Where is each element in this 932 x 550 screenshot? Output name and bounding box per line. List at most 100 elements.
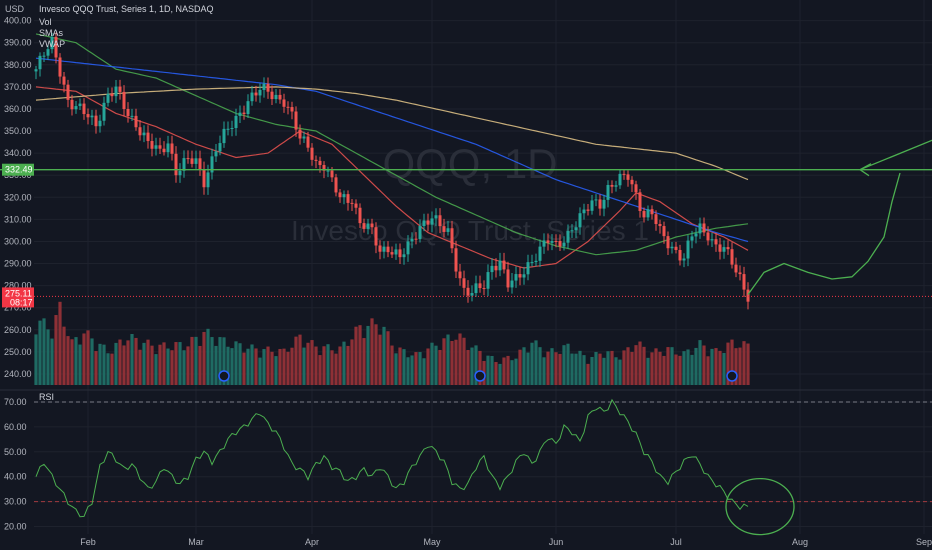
- candle-body: [578, 213, 582, 228]
- volume-bar: [658, 351, 662, 385]
- candle-body: [446, 228, 450, 232]
- volume-bar: [374, 324, 378, 385]
- volume-bar: [534, 340, 538, 385]
- candle-body: [618, 173, 622, 186]
- circle-drawing[interactable]: [725, 477, 795, 536]
- volume-bar: [686, 349, 690, 385]
- candle-body: [422, 220, 426, 227]
- legend-indicator-smas[interactable]: SMAs: [39, 28, 64, 38]
- candle-body: [474, 283, 478, 294]
- volume-bar: [454, 339, 458, 385]
- candle-body: [34, 69, 38, 72]
- candle-body: [294, 111, 298, 130]
- candle-body: [522, 274, 526, 278]
- moving-average-line-1: [35, 33, 749, 256]
- volume-bar: [98, 343, 102, 385]
- candle-body: [38, 55, 42, 70]
- candle-body: [634, 184, 638, 193]
- candle-body: [54, 36, 58, 58]
- volume-bar: [106, 353, 110, 385]
- dividend-event-marker[interactable]: [218, 370, 230, 382]
- projected-path-drawing[interactable]: [747, 172, 901, 295]
- volume-bar: [290, 347, 294, 385]
- volume-bar: [318, 355, 322, 385]
- candle-body: [322, 165, 326, 171]
- volume-bar: [42, 318, 46, 385]
- candle-body: [442, 226, 446, 232]
- volume-bar: [414, 352, 418, 385]
- arrow-head[interactable]: [858, 163, 872, 177]
- volume-bar: [622, 350, 626, 385]
- legend-indicator-vwap[interactable]: VWAP: [39, 39, 65, 49]
- candle-body: [74, 106, 78, 110]
- dividend-event-marker[interactable]: [726, 370, 738, 382]
- candle-body: [390, 252, 394, 255]
- candle-body: [278, 94, 282, 100]
- volume-bar: [690, 354, 694, 385]
- candle-body: [286, 106, 290, 108]
- volume-bar: [398, 347, 402, 385]
- volume-bar: [166, 348, 170, 385]
- resistance-price-label-bg: [2, 163, 34, 176]
- volume-bar: [546, 351, 550, 385]
- volume-bar: [78, 344, 82, 385]
- volume-bar: [718, 350, 722, 385]
- event-markers[interactable]: [218, 370, 738, 382]
- candle-body: [594, 199, 598, 201]
- time-tick-label: Jul: [670, 537, 682, 547]
- legend-indicator-vol[interactable]: Vol: [39, 17, 52, 27]
- candle-body: [162, 148, 166, 153]
- volume-bar: [426, 348, 430, 385]
- volume-bar: [162, 342, 166, 385]
- candle-body: [102, 102, 106, 121]
- candle-body: [190, 158, 194, 164]
- candle-body: [126, 108, 130, 116]
- candle-body: [46, 49, 50, 56]
- price-tick-label: 400.00: [4, 16, 32, 26]
- price-tick-label: 270.00: [4, 303, 32, 313]
- candle-body: [326, 170, 330, 172]
- volume-bar: [142, 342, 146, 385]
- rsi-tick-label: 40.00: [4, 472, 27, 482]
- candle-body: [122, 91, 126, 109]
- arrow-drawing[interactable]: [859, 135, 932, 171]
- rsi-pane: [34, 398, 932, 536]
- candle-body: [194, 158, 198, 164]
- candle-body: [670, 246, 674, 249]
- volume-bar: [138, 349, 142, 385]
- moving-average-line-0: [35, 86, 749, 269]
- user-drawings[interactable]: [747, 135, 932, 295]
- candle-body: [614, 185, 618, 187]
- candle-body: [730, 249, 734, 265]
- candle-body: [50, 36, 54, 50]
- volume-bar: [710, 348, 714, 385]
- candle-body: [646, 209, 650, 218]
- candle-body: [270, 91, 274, 100]
- volume-bar: [606, 351, 610, 385]
- dividend-event-marker[interactable]: [474, 370, 486, 382]
- volume-bar: [466, 350, 470, 385]
- candle-body: [370, 223, 374, 228]
- volume-bar: [370, 318, 374, 385]
- volume-bar: [66, 336, 70, 385]
- countdown-label: 08:17: [10, 297, 33, 307]
- volume-bar: [86, 330, 90, 385]
- volume-bar: [394, 353, 398, 385]
- candle-body: [90, 115, 94, 118]
- volume-bar: [438, 349, 442, 385]
- volume-bar: [186, 346, 190, 385]
- volume-bar: [526, 352, 530, 385]
- volume-bar: [218, 337, 222, 385]
- candle-body: [314, 159, 318, 161]
- candle-body: [530, 262, 534, 264]
- volume-bar: [34, 334, 38, 385]
- volume-bar: [734, 348, 738, 385]
- volume-bar: [410, 355, 414, 385]
- volume-bar: [306, 342, 310, 385]
- volume-bar: [314, 346, 318, 385]
- horizontal-level-line[interactable]: [0, 169, 932, 297]
- candle-body: [110, 93, 114, 97]
- volume-bar: [666, 347, 670, 385]
- volume-bar: [234, 341, 238, 385]
